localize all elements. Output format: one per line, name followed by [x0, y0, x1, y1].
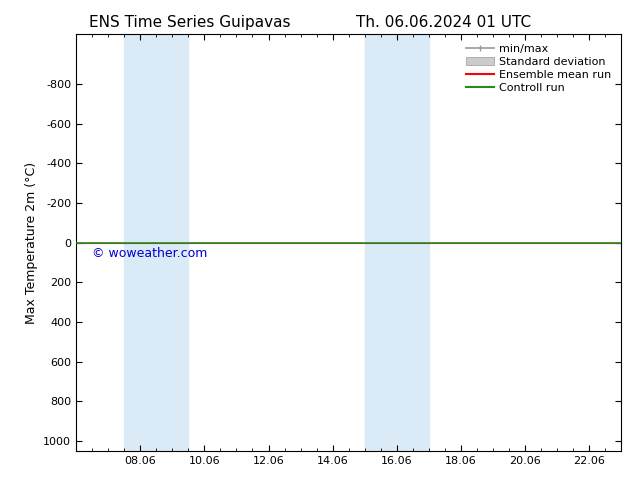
Legend: min/max, Standard deviation, Ensemble mean run, Controll run: min/max, Standard deviation, Ensemble me…	[462, 40, 616, 97]
Bar	[365, 34, 429, 451]
Text: ENS Time Series Guipavas: ENS Time Series Guipavas	[89, 15, 291, 30]
Bar	[124, 34, 188, 451]
Y-axis label: Max Temperature 2m (°C): Max Temperature 2m (°C)	[25, 162, 37, 323]
Text: Th. 06.06.2024 01 UTC: Th. 06.06.2024 01 UTC	[356, 15, 531, 30]
Text: © woweather.com: © woweather.com	[92, 246, 207, 260]
